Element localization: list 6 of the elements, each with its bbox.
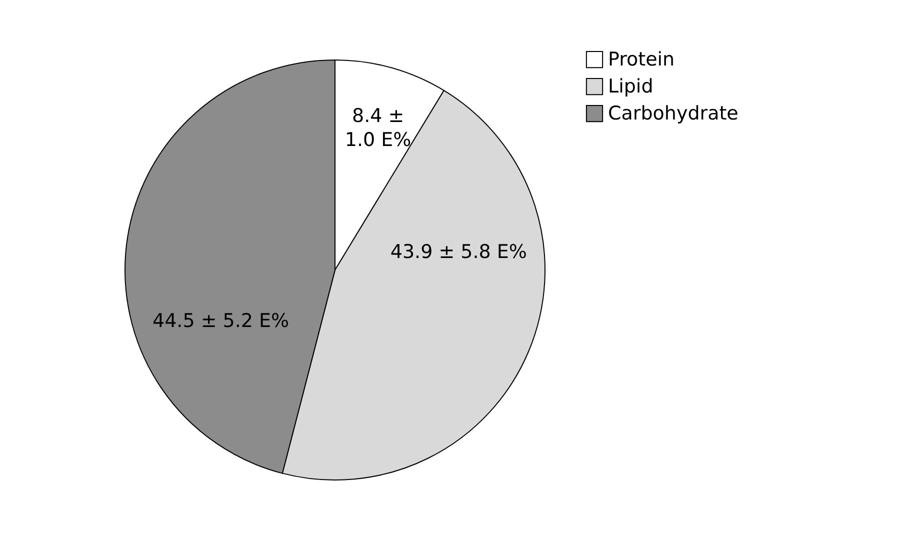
data-label: 8.4 ± 1.0 E% [344,104,412,151]
data-label: 44.5 ± 5.2 E% [152,310,290,332]
legend-label: Lipid [608,76,654,98]
legend-label: Protein [608,48,675,70]
legend-label: Carbohydrate [608,102,738,124]
data-label: 43.9 ± 5.8 E% [390,240,527,263]
